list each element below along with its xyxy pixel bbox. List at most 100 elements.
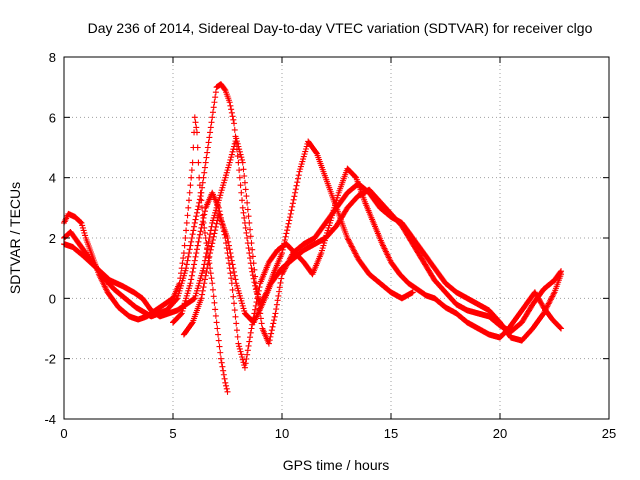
data-point-sample [231, 268, 238, 275]
data-point-sample [197, 228, 204, 235]
data-point [244, 235, 251, 241]
data-point-sample [242, 186, 249, 193]
data-point-sample [173, 296, 180, 303]
data-point-sample [194, 242, 201, 249]
data-point-sample [212, 94, 219, 101]
data-point-sample [236, 167, 243, 174]
data-point [558, 268, 565, 275]
data-point [198, 295, 205, 302]
data-point [193, 129, 200, 136]
data-point-sample [269, 323, 276, 330]
data-point-sample [230, 146, 237, 153]
y-tick-label: -2 [44, 352, 56, 367]
data-point-sample [285, 220, 292, 227]
data-point-sample [223, 385, 230, 392]
data-point-sample [196, 231, 203, 238]
data-point-sample [258, 320, 265, 327]
data-point [272, 310, 279, 317]
data-point-sample [271, 317, 278, 324]
y-axis-label: SDTVAR / TECUs [7, 182, 23, 294]
data-point-sample [207, 124, 214, 131]
data-point-sample [201, 211, 208, 218]
data-point [183, 265, 190, 272]
data-point-sample [180, 255, 187, 262]
data-point-sample [286, 214, 293, 221]
data-point-sample [550, 290, 557, 297]
data-point [215, 204, 222, 211]
data-point-sample [220, 367, 227, 374]
data-point-sample [244, 351, 251, 358]
data-point-sample [177, 311, 184, 318]
data-point-sample [196, 199, 203, 206]
data-point-sample [209, 237, 216, 244]
data-point [226, 159, 233, 166]
data-point-sample [193, 250, 200, 257]
grid [64, 57, 609, 419]
data-point-sample [205, 139, 212, 146]
data-point-sample [183, 261, 190, 268]
data-marks [61, 81, 565, 395]
data-point-sample [215, 337, 222, 344]
data-point-sample [209, 109, 216, 116]
data-point-sample [228, 106, 235, 113]
data-point-sample [236, 345, 243, 352]
axes: 0 5 10 15 20 25 -4 -2 0 2 4 6 8 [44, 50, 616, 441]
data-point-sample [235, 143, 242, 150]
data-point-sample [220, 371, 227, 378]
data-point [235, 340, 242, 347]
data-point-sample [181, 242, 188, 249]
data-point-sample [192, 119, 199, 126]
data-point-sample [205, 257, 212, 264]
x-axis-label: GPS time / hours [283, 457, 390, 473]
data-point-sample [193, 124, 200, 131]
data-point-sample [230, 116, 237, 123]
data-point-sample [229, 261, 236, 268]
data-point-sample [212, 306, 219, 313]
series-5 [180, 186, 565, 338]
data-point-sample [281, 237, 288, 244]
data-point-sample [207, 129, 214, 136]
x-tick-label: 15 [384, 426, 398, 441]
data-point-sample [243, 193, 250, 200]
data-point-sample [234, 140, 241, 147]
data-point-sample [241, 172, 248, 179]
data-point-sample [189, 268, 196, 275]
data-point-sample [194, 144, 201, 151]
data-point-sample [183, 219, 190, 226]
data-point-sample [202, 272, 209, 279]
data-point-sample [254, 295, 261, 302]
data-point-sample [197, 193, 204, 200]
data-point-sample [229, 286, 236, 293]
data-point [185, 204, 192, 211]
data-point-sample [187, 182, 194, 189]
data-point-sample [245, 245, 252, 252]
data-point-sample [202, 159, 209, 166]
data-point-sample [291, 193, 298, 200]
data-point-sample [257, 315, 264, 322]
data-point-sample [294, 175, 301, 182]
data-point-sample [293, 182, 300, 189]
data-point-sample [237, 151, 244, 158]
data-point-sample [288, 207, 295, 214]
data-point-sample [313, 149, 320, 156]
data-point-sample [271, 313, 278, 320]
data-point-sample [245, 213, 252, 220]
data-point-sample [210, 233, 217, 240]
data-point-sample [557, 324, 564, 331]
data-point-sample [275, 292, 282, 299]
data-point-sample [217, 349, 224, 356]
data-point-sample [209, 286, 216, 293]
data-point-sample [188, 320, 195, 327]
data-point-sample [188, 235, 195, 241]
data-point-sample [201, 164, 208, 171]
data-point-sample [230, 293, 237, 300]
data-point-sample [284, 227, 291, 234]
data-point-sample [190, 265, 197, 272]
data-point-sample [289, 200, 296, 207]
data-point-sample [294, 179, 301, 186]
data-point-sample [204, 149, 211, 156]
data-point-sample [239, 156, 246, 163]
data-point-sample [201, 229, 208, 236]
data-point-sample [188, 174, 195, 181]
data-point-sample [255, 287, 262, 294]
